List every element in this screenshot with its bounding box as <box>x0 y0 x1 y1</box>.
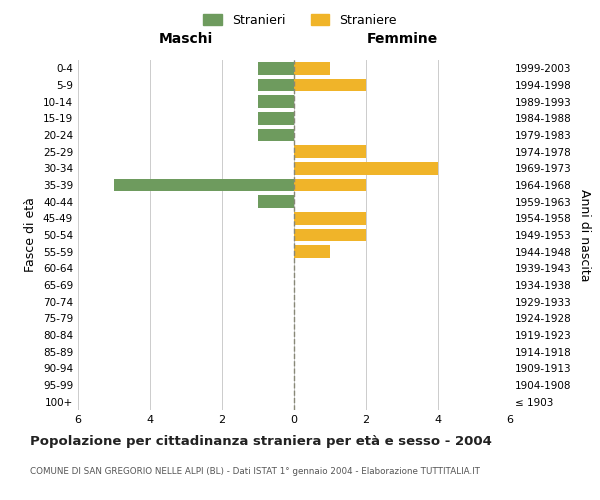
Bar <box>294 246 330 258</box>
Bar <box>294 162 438 174</box>
Bar <box>294 212 366 224</box>
Bar <box>294 146 366 158</box>
Text: Femmine: Femmine <box>367 32 437 46</box>
Bar <box>114 179 294 192</box>
Bar <box>258 196 294 208</box>
Bar <box>258 112 294 124</box>
Y-axis label: Fasce di età: Fasce di età <box>25 198 37 272</box>
Text: COMUNE DI SAN GREGORIO NELLE ALPI (BL) - Dati ISTAT 1° gennaio 2004 - Elaborazio: COMUNE DI SAN GREGORIO NELLE ALPI (BL) -… <box>30 468 480 476</box>
Bar <box>258 96 294 108</box>
Bar <box>258 62 294 74</box>
Bar <box>294 62 330 74</box>
Y-axis label: Anni di nascita: Anni di nascita <box>578 188 591 281</box>
Bar <box>294 179 366 192</box>
Bar <box>258 129 294 141</box>
Legend: Stranieri, Straniere: Stranieri, Straniere <box>198 8 402 32</box>
Bar <box>258 79 294 92</box>
Text: Maschi: Maschi <box>159 32 213 46</box>
Bar <box>294 229 366 241</box>
Bar <box>294 79 366 92</box>
Text: Popolazione per cittadinanza straniera per età e sesso - 2004: Popolazione per cittadinanza straniera p… <box>30 435 492 448</box>
